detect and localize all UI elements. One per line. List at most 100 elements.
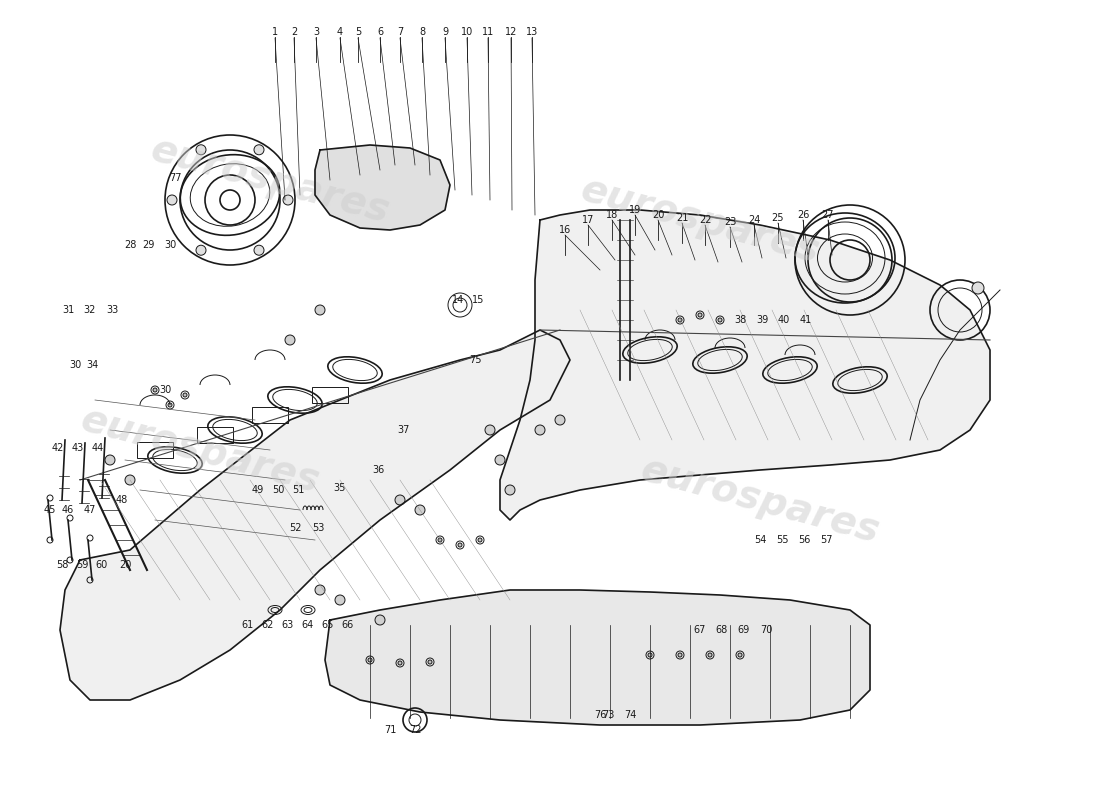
Text: 60: 60	[96, 560, 108, 570]
Text: 40: 40	[778, 315, 790, 325]
Text: 52: 52	[288, 523, 301, 533]
Text: 72: 72	[409, 725, 421, 735]
Circle shape	[398, 661, 402, 665]
Text: 56: 56	[798, 535, 811, 545]
Text: 39: 39	[756, 315, 768, 325]
Circle shape	[168, 403, 172, 407]
Text: 51: 51	[292, 485, 305, 495]
Text: 61: 61	[242, 620, 254, 630]
Circle shape	[708, 653, 712, 657]
Text: 44: 44	[92, 443, 104, 453]
Text: 13: 13	[526, 27, 538, 37]
Text: 43: 43	[72, 443, 84, 453]
Circle shape	[285, 335, 295, 345]
Polygon shape	[315, 145, 450, 230]
Text: 12: 12	[505, 27, 517, 37]
Circle shape	[678, 318, 682, 322]
Circle shape	[678, 653, 682, 657]
Polygon shape	[60, 330, 570, 700]
Text: 50: 50	[272, 485, 284, 495]
Text: 54: 54	[754, 535, 767, 545]
Text: 67: 67	[694, 625, 706, 635]
Text: 26: 26	[796, 210, 810, 220]
Circle shape	[505, 485, 515, 495]
Text: 70: 70	[760, 625, 772, 635]
Text: 18: 18	[606, 210, 618, 220]
Circle shape	[972, 282, 984, 294]
Text: 20: 20	[119, 560, 131, 570]
Text: 6: 6	[377, 27, 383, 37]
Text: 28: 28	[124, 240, 136, 250]
Text: eurospares: eurospares	[576, 170, 824, 270]
Text: 45: 45	[44, 505, 56, 515]
Circle shape	[485, 425, 495, 435]
Text: 25: 25	[772, 213, 784, 223]
Polygon shape	[500, 210, 990, 520]
Circle shape	[438, 538, 442, 542]
Text: 3: 3	[312, 27, 319, 37]
Text: 41: 41	[800, 315, 812, 325]
Text: 77: 77	[168, 173, 182, 183]
Circle shape	[556, 415, 565, 425]
Text: 59: 59	[76, 560, 88, 570]
Circle shape	[478, 538, 482, 542]
Circle shape	[254, 145, 264, 154]
Text: 14: 14	[452, 295, 464, 305]
Text: 32: 32	[84, 305, 96, 315]
Circle shape	[535, 425, 544, 435]
Text: 68: 68	[716, 625, 728, 635]
Text: eurospares: eurospares	[146, 130, 394, 230]
Text: 65: 65	[322, 620, 334, 630]
Text: 24: 24	[748, 215, 760, 225]
Circle shape	[153, 388, 157, 392]
Text: 17: 17	[582, 215, 594, 225]
Circle shape	[718, 318, 722, 322]
Circle shape	[254, 246, 264, 255]
Circle shape	[415, 505, 425, 515]
Text: 75: 75	[469, 355, 482, 365]
Text: 20: 20	[652, 210, 664, 220]
Text: 4: 4	[337, 27, 343, 37]
Text: 34: 34	[86, 360, 98, 370]
Text: 8: 8	[419, 27, 425, 37]
Text: 2: 2	[290, 27, 297, 37]
Circle shape	[495, 455, 505, 465]
Text: 71: 71	[384, 725, 396, 735]
Circle shape	[104, 455, 116, 465]
Text: 27: 27	[822, 210, 834, 220]
Text: 53: 53	[311, 523, 324, 533]
Text: 62: 62	[262, 620, 274, 630]
Text: 1: 1	[272, 27, 278, 37]
Text: 11: 11	[482, 27, 494, 37]
Text: 36: 36	[372, 465, 384, 475]
Text: 69: 69	[738, 625, 750, 635]
Text: 58: 58	[56, 560, 68, 570]
Text: 21: 21	[675, 213, 689, 223]
Text: 46: 46	[62, 505, 74, 515]
Text: 38: 38	[734, 315, 746, 325]
Text: 9: 9	[442, 27, 448, 37]
Text: 30: 30	[164, 240, 176, 250]
Circle shape	[196, 246, 206, 255]
Circle shape	[183, 393, 187, 397]
Text: 35: 35	[333, 483, 346, 493]
Text: eurospares: eurospares	[76, 400, 323, 500]
Circle shape	[315, 585, 324, 595]
Text: 16: 16	[559, 225, 571, 235]
Text: 31: 31	[62, 305, 74, 315]
Text: 63: 63	[282, 620, 294, 630]
Circle shape	[738, 653, 742, 657]
Text: 55: 55	[776, 535, 789, 545]
Circle shape	[458, 543, 462, 547]
Text: 7: 7	[397, 27, 403, 37]
Text: 48: 48	[116, 495, 128, 505]
Text: 29: 29	[142, 240, 154, 250]
Circle shape	[196, 145, 206, 154]
Text: 76: 76	[594, 710, 606, 720]
Circle shape	[336, 595, 345, 605]
Circle shape	[167, 195, 177, 205]
Circle shape	[125, 475, 135, 485]
Circle shape	[283, 195, 293, 205]
Text: 30: 30	[158, 385, 172, 395]
Text: eurospares: eurospares	[637, 450, 883, 550]
